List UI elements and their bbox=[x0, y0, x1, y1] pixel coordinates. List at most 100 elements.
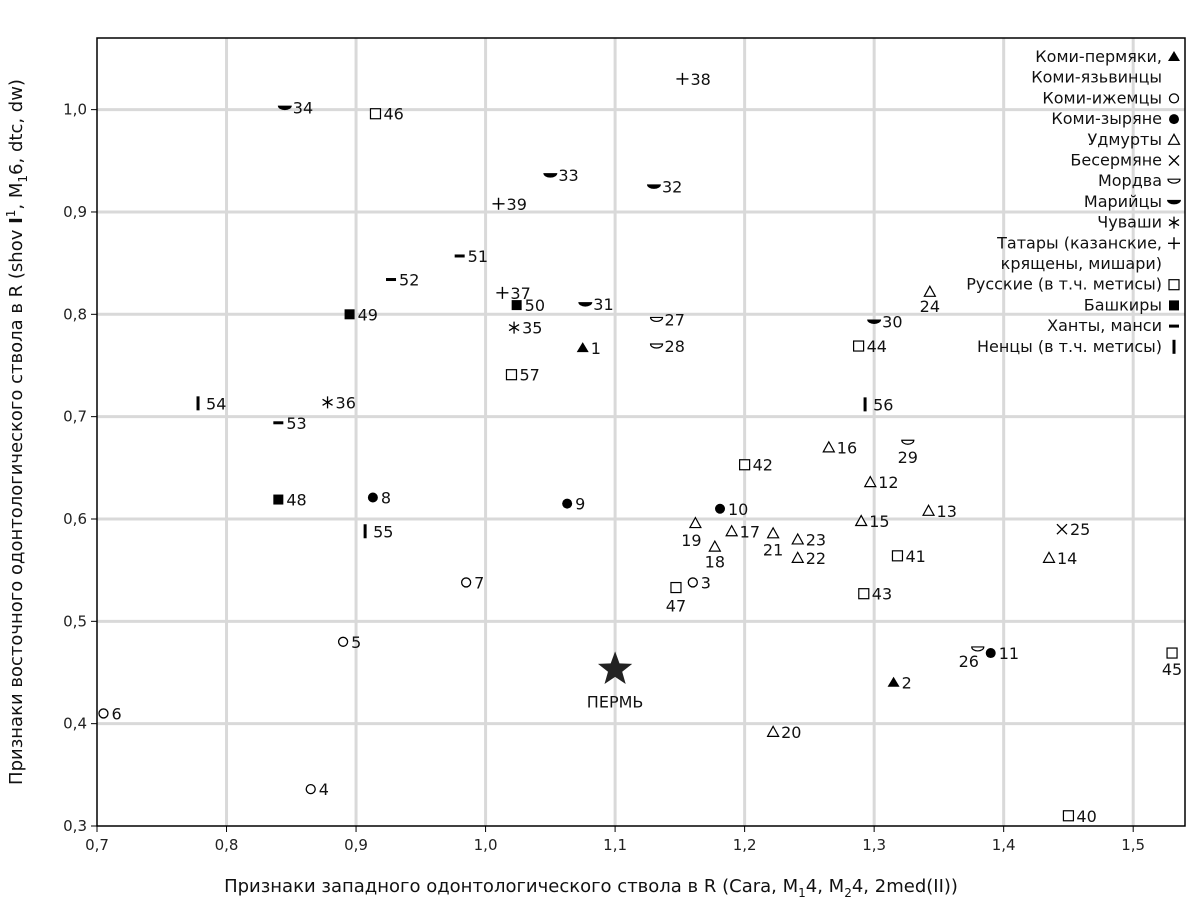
data-point: 38 bbox=[676, 70, 711, 89]
point-label: 54 bbox=[206, 394, 226, 413]
point-label: 42 bbox=[753, 456, 773, 475]
data-point: 56 bbox=[863, 395, 893, 414]
point-label: 24 bbox=[920, 297, 940, 316]
x-tick-label: 0,7 bbox=[85, 836, 109, 854]
data-point: 13 bbox=[922, 502, 957, 521]
point-label: 40 bbox=[1076, 807, 1096, 826]
legend-label: Мордва bbox=[1098, 171, 1162, 190]
legend-entry: Татары (казанские, bbox=[996, 233, 1180, 252]
point-label: 39 bbox=[507, 195, 527, 214]
data-point: 39 bbox=[492, 195, 527, 214]
point-label: 4 bbox=[319, 780, 329, 799]
x-tick-label: 1,5 bbox=[1121, 836, 1145, 854]
point-label: 26 bbox=[959, 652, 979, 671]
perm-label: ПЕРМЬ bbox=[587, 692, 644, 711]
point-label: 34 bbox=[293, 99, 313, 118]
data-point: 29 bbox=[898, 439, 918, 467]
data-point: 20 bbox=[766, 723, 801, 742]
legend-entry: Бесермяне bbox=[1070, 151, 1180, 170]
point-label: 1 bbox=[591, 339, 601, 358]
y-tick-label: 0,5 bbox=[63, 612, 87, 630]
data-point: 1 bbox=[576, 339, 601, 358]
data-point: 18 bbox=[705, 539, 725, 572]
point-label: 10 bbox=[728, 500, 748, 519]
data-point: 25 bbox=[1056, 520, 1090, 539]
point-label: 16 bbox=[837, 438, 857, 457]
point-label: 6 bbox=[111, 704, 121, 723]
data-point: 4 bbox=[305, 780, 329, 799]
x-tick-label: 1,2 bbox=[733, 836, 757, 854]
legend-entry: Коми-ижемцы bbox=[1042, 88, 1180, 107]
legend-label: Коми-язьвинцы bbox=[1031, 68, 1162, 87]
data-point: 8 bbox=[367, 488, 391, 507]
point-label: 51 bbox=[468, 247, 488, 266]
point-label: 29 bbox=[898, 448, 918, 467]
point-label: 43 bbox=[872, 585, 892, 604]
data-point: 22 bbox=[791, 549, 826, 568]
legend-label: Русские (в т.ч. метисы) bbox=[966, 275, 1162, 294]
x-axis-ticks: 0,7 0,8 0,9 1,0 1,1 1,2 1,3 1,4 1,5 bbox=[85, 826, 1145, 854]
point-label: 27 bbox=[665, 310, 685, 329]
data-point: 5 bbox=[337, 633, 361, 652]
point-label: 23 bbox=[806, 530, 826, 549]
legend-label: Бесермяне bbox=[1070, 151, 1162, 170]
data-point: 44 bbox=[852, 337, 887, 356]
point-label: 11 bbox=[999, 644, 1019, 663]
data-point: 55 bbox=[363, 522, 393, 541]
point-label: 13 bbox=[937, 502, 957, 521]
y-tick-label: 0,8 bbox=[63, 305, 87, 323]
point-label: 48 bbox=[286, 491, 306, 510]
x-tick-label: 1,1 bbox=[603, 836, 627, 854]
point-label: 38 bbox=[690, 70, 710, 89]
data-point: 33 bbox=[543, 166, 579, 185]
legend-entry: Ханты, манси bbox=[1047, 316, 1179, 335]
data-point: 40 bbox=[1062, 807, 1097, 826]
data-point: 27 bbox=[649, 310, 685, 329]
data-point: 51 bbox=[454, 247, 488, 266]
legend-entry: крящены, мишари) bbox=[1001, 254, 1162, 273]
point-label: 33 bbox=[558, 166, 578, 185]
point-label: 47 bbox=[666, 597, 686, 616]
data-point: 17 bbox=[725, 522, 760, 541]
data-point: 16 bbox=[822, 438, 857, 457]
y-tick-label: 0,6 bbox=[63, 510, 87, 528]
point-label: 21 bbox=[763, 540, 783, 559]
point-label: 32 bbox=[662, 177, 682, 196]
legend-label: Чуваши bbox=[1097, 213, 1162, 232]
data-point: 43 bbox=[858, 585, 892, 604]
legend-entry: Русские (в т.ч. метисы) bbox=[966, 275, 1180, 294]
point-label: 2 bbox=[902, 674, 912, 693]
point-label: 5 bbox=[351, 633, 361, 652]
point-label: 17 bbox=[740, 522, 760, 541]
point-label: 12 bbox=[878, 473, 898, 492]
y-tick-label: 0,9 bbox=[63, 203, 87, 221]
data-point: 52 bbox=[386, 271, 419, 290]
legend-entry: Ненцы (в т.ч. метисы) bbox=[977, 337, 1176, 356]
point-label: 30 bbox=[882, 312, 902, 331]
data-point: 45 bbox=[1162, 647, 1182, 679]
data-point: 7 bbox=[460, 573, 484, 592]
data-point: 15 bbox=[854, 512, 890, 531]
point-label: 15 bbox=[869, 512, 889, 531]
legend-label: крящены, мишари) bbox=[1001, 254, 1162, 273]
x-axis-label: Признаки западного одонтологического ств… bbox=[224, 876, 958, 900]
data-point: 30 bbox=[867, 312, 903, 331]
data-point: 14 bbox=[1042, 549, 1077, 568]
data-point: 10 bbox=[715, 500, 748, 519]
data-point: 35 bbox=[508, 319, 542, 338]
legend-label: Коми-зыряне bbox=[1051, 109, 1162, 128]
data-point: 32 bbox=[646, 177, 682, 196]
point-label: 37 bbox=[510, 284, 530, 303]
point-label: 9 bbox=[575, 495, 585, 514]
legend-label: Марийцы bbox=[1084, 192, 1162, 211]
y-tick-label: 0,4 bbox=[63, 715, 87, 733]
plot-frame bbox=[96, 37, 1186, 827]
data-point: 24 bbox=[920, 285, 940, 316]
data-point: 3 bbox=[687, 573, 711, 592]
point-label: 28 bbox=[665, 337, 685, 356]
data-point: 37 bbox=[496, 284, 531, 303]
y-tick-label: 0,3 bbox=[63, 817, 87, 835]
point-label: 25 bbox=[1070, 520, 1090, 539]
data-point: 34 bbox=[277, 99, 313, 118]
